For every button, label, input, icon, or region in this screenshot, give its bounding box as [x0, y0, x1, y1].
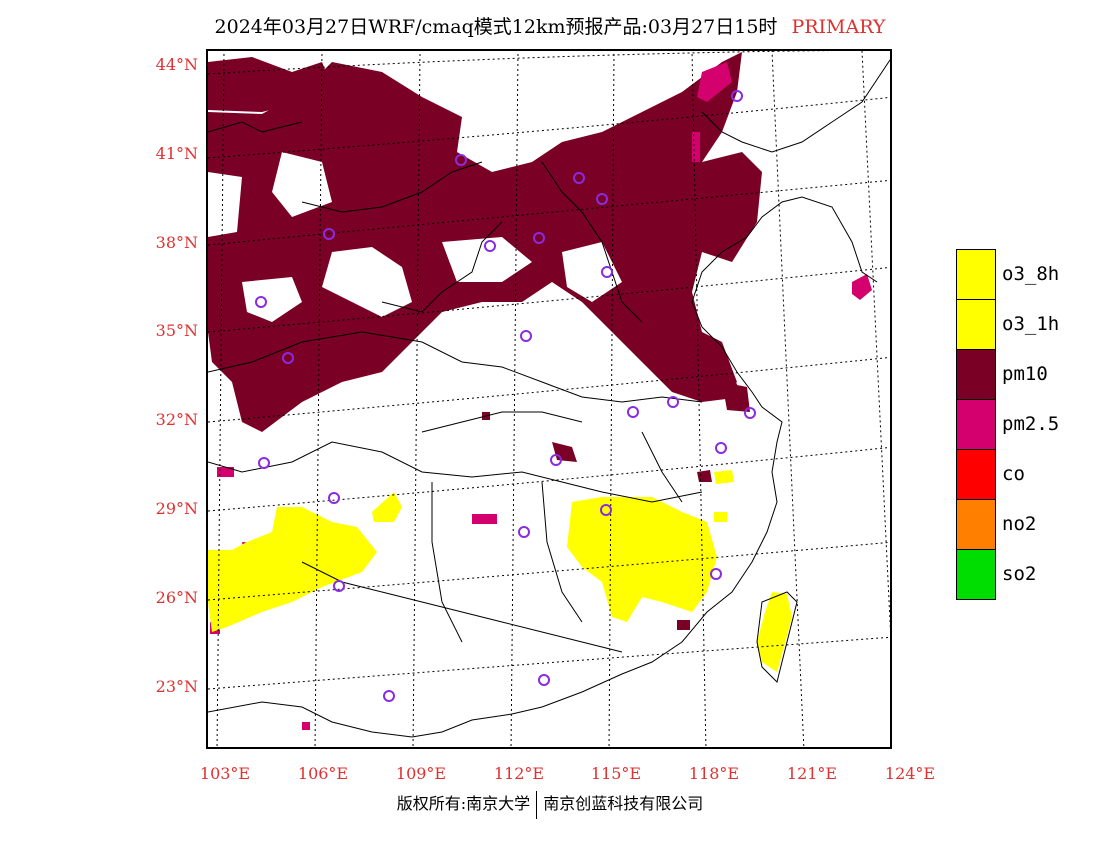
pm10-speck-3: [722, 382, 750, 412]
pm10-gaps: [208, 152, 622, 322]
map-title-tag: PRIMARY: [791, 16, 886, 38]
lat-label-35: 35°N: [155, 321, 198, 340]
station-marker: [667, 396, 679, 408]
pm10-west-top: [208, 57, 332, 112]
station-marker: [710, 568, 722, 580]
legend-label: pm10: [1002, 363, 1048, 385]
station-marker: [550, 454, 562, 466]
o3-southeast: [567, 497, 717, 622]
o3-southwest: [208, 507, 377, 632]
pm10-east-blob: [642, 322, 737, 397]
o3-fj-speck: [714, 512, 727, 522]
legend-swatch: [956, 549, 996, 600]
station-marker: [520, 330, 532, 342]
copyright: 版权所有:南京大学 南京创蓝科技有限公司: [0, 790, 1100, 819]
legend-swatch: [956, 249, 996, 300]
station-marker: [518, 526, 530, 538]
station-marker: [715, 442, 727, 454]
lat-label-41: 41°N: [155, 144, 198, 163]
legend-label: o3_8h: [1002, 263, 1060, 285]
pm10-speck-4: [697, 470, 712, 482]
station-marker: [538, 674, 550, 686]
lat-label-32: 32°N: [155, 410, 198, 429]
legend-label: o3_1h: [1002, 313, 1060, 335]
station-marker: [258, 457, 270, 469]
boundaries: [208, 59, 890, 738]
station-marker: [484, 240, 496, 252]
lon-label-112: 112°E: [493, 764, 545, 783]
copyright-left: 版权所有:南京大学: [396, 794, 531, 813]
station-marker: [323, 228, 335, 240]
lon-label-118: 118°E: [688, 764, 740, 783]
legend-label: so2: [1002, 563, 1037, 585]
legend-swatch: [956, 299, 996, 350]
map-panel[interactable]: [206, 49, 892, 749]
lat-label-38: 38°N: [155, 233, 198, 252]
station-marker: [573, 172, 585, 184]
legend-swatch: [956, 399, 996, 450]
legend-swatch: [956, 349, 996, 400]
legend-swatch: [956, 449, 996, 500]
station-marker: [600, 504, 612, 516]
station-marker: [627, 406, 639, 418]
legend-label: co: [1002, 463, 1025, 485]
lat-label-26: 26°N: [155, 588, 198, 607]
map-title: 2024年03月27日WRF/cmaq模式12km预报产品:03月27日15时 P…: [0, 12, 1100, 39]
station-marker: [255, 296, 267, 308]
station-marker: [282, 352, 294, 364]
legend-label: pm2.5: [1002, 413, 1060, 435]
lon-label-124: 124°E: [884, 764, 936, 783]
lon-label-103: 103°E: [199, 764, 251, 783]
station-marker: [596, 193, 608, 205]
station-marker: [328, 492, 340, 504]
legend-swatch: [956, 499, 996, 550]
station-marker: [731, 90, 743, 102]
o3-east-speck: [714, 470, 734, 484]
station-marker: [383, 690, 395, 702]
o3-sw-patch: [372, 492, 402, 522]
station-markers: [255, 90, 756, 702]
pm10-speck-2: [552, 442, 577, 462]
map-title-text: 2024年03月27日WRF/cmaq模式12km预报产品:03月27日15时: [214, 16, 778, 38]
station-marker: [744, 407, 756, 419]
pollutant-map: [208, 51, 890, 747]
station-marker: [601, 266, 613, 278]
copyright-separator: [536, 790, 538, 819]
lat-label-44: 44°N: [155, 55, 198, 74]
lon-label-115: 115°E: [590, 764, 642, 783]
station-marker: [333, 580, 345, 592]
graticule: [208, 51, 890, 747]
o3-regions: [208, 470, 792, 672]
lat-label-23: 23°N: [155, 677, 198, 696]
pm10-speck-5: [677, 620, 690, 630]
lat-label-29: 29°N: [155, 499, 198, 518]
station-marker: [455, 154, 467, 166]
lon-label-109: 109°E: [395, 764, 447, 783]
o3-taiwan: [757, 592, 792, 672]
lon-label-121: 121°E: [786, 764, 838, 783]
lon-label-106: 106°E: [297, 764, 349, 783]
legend-label: no2: [1002, 513, 1037, 535]
copyright-right: 南京创蓝科技有限公司: [543, 794, 704, 813]
station-marker: [533, 232, 545, 244]
